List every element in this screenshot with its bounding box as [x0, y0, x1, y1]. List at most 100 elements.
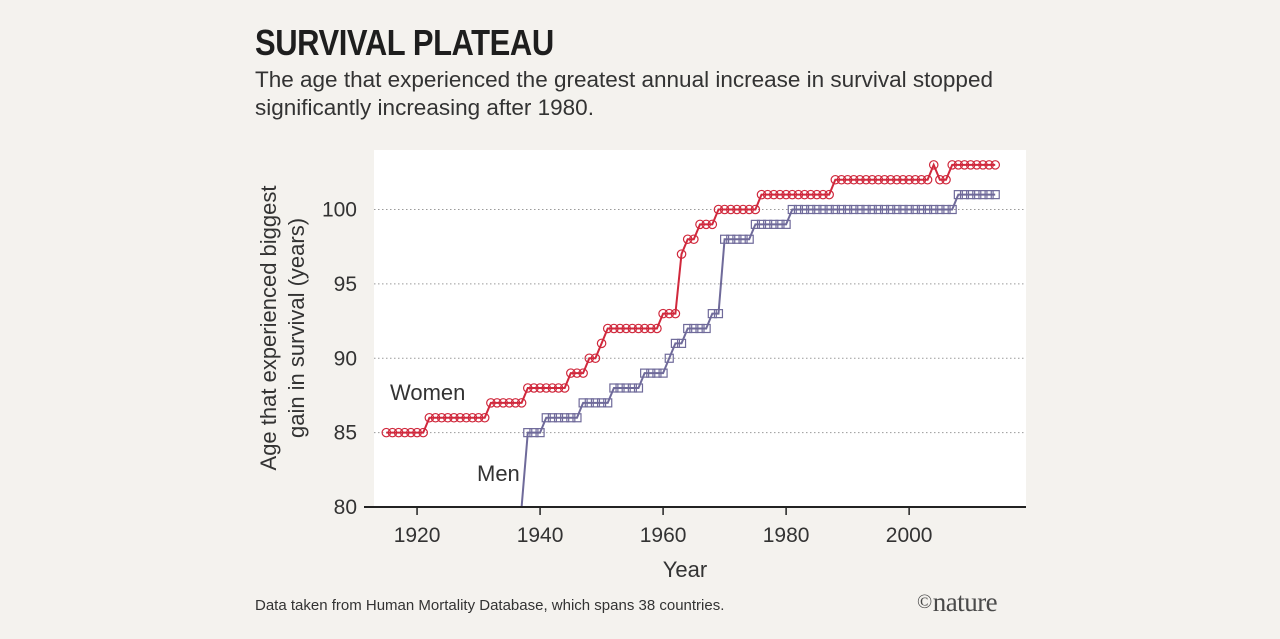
- women-point: [596, 338, 607, 349]
- women-point: [387, 427, 398, 438]
- logo-wordmark: nature: [932, 587, 998, 617]
- women-point: [566, 368, 576, 378]
- y-axis-label-line-1: Age that experienced biggest: [256, 186, 281, 471]
- women-point: [898, 174, 908, 185]
- women-point: [492, 398, 502, 408]
- women-point: [670, 308, 681, 319]
- men-point: [947, 204, 957, 215]
- men-point: [990, 190, 1000, 200]
- x-tick-label-1980: 1980: [763, 524, 810, 547]
- men-point: [535, 428, 545, 438]
- men-point: [861, 204, 871, 215]
- men-point: [720, 234, 730, 244]
- y-tick-label-85: 85: [334, 422, 357, 445]
- men-point: [695, 323, 705, 334]
- women-point: [916, 174, 927, 185]
- men-series-annotation: Men: [477, 461, 520, 486]
- women-point: [978, 160, 988, 170]
- women-point: [732, 204, 742, 215]
- women-point: [510, 398, 521, 408]
- men-point: [689, 323, 699, 334]
- men-point: [640, 368, 650, 378]
- men-point: [879, 204, 890, 215]
- men-point: [756, 219, 767, 229]
- women-point: [719, 204, 730, 215]
- women-point: [516, 398, 527, 408]
- women-point: [701, 219, 711, 230]
- women-point: [861, 174, 871, 185]
- women-point: [572, 368, 582, 378]
- men-point: [922, 204, 933, 215]
- y-tick-label-90: 90: [334, 347, 357, 370]
- women-point: [455, 412, 465, 423]
- x-axis-label: Year: [663, 557, 707, 582]
- y-axis-ticks: 80 85 90 95 100: [322, 199, 357, 520]
- men-point: [972, 190, 982, 200]
- men-point: [726, 234, 736, 244]
- men-point: [670, 338, 680, 348]
- women-point: [824, 189, 834, 200]
- women-point: [393, 427, 404, 438]
- women-point: [639, 323, 650, 334]
- men-point: [966, 190, 976, 200]
- men-point: [886, 204, 896, 215]
- men-point: [818, 204, 828, 215]
- men-point: [676, 338, 687, 348]
- men-point: [652, 368, 662, 378]
- women-point: [473, 412, 484, 423]
- men-point: [707, 309, 717, 319]
- women-point: [498, 398, 508, 408]
- men-point: [929, 204, 939, 215]
- men-series: [520, 190, 1000, 508]
- x-tick-label-1920: 1920: [394, 524, 441, 547]
- men-point: [560, 413, 570, 423]
- chart-subtitle: The age that experienced the greatest an…: [255, 67, 993, 120]
- women-point: [522, 383, 533, 393]
- men-point: [867, 204, 877, 215]
- x-tick-label-1940: 1940: [517, 524, 564, 547]
- women-point: [799, 189, 810, 200]
- women-point: [781, 189, 791, 200]
- men-point: [935, 204, 945, 215]
- women-point: [664, 308, 675, 319]
- men-point: [646, 368, 656, 378]
- men-point: [849, 204, 859, 215]
- women-point: [529, 383, 539, 393]
- y-tick-label-100: 100: [322, 199, 357, 222]
- women-point: [873, 174, 884, 185]
- women-point: [941, 174, 951, 185]
- men-point: [978, 190, 988, 200]
- men-point: [904, 204, 914, 215]
- women-point: [793, 189, 804, 200]
- women-point: [578, 368, 588, 378]
- men-point: [941, 204, 951, 215]
- men-point: [744, 234, 754, 244]
- men-point: [603, 398, 613, 408]
- women-point: [399, 427, 410, 438]
- men-point: [836, 204, 847, 215]
- men-point: [799, 204, 810, 215]
- women-point: [947, 160, 957, 170]
- women-point: [658, 308, 668, 319]
- men-point: [769, 219, 779, 229]
- men-point: [898, 204, 908, 215]
- women-point: [953, 160, 964, 170]
- women-point: [836, 174, 847, 185]
- women-point: [848, 174, 859, 185]
- men-point: [566, 413, 576, 423]
- women-point: [535, 383, 545, 393]
- women-point: [738, 204, 748, 215]
- women-point: [430, 412, 441, 423]
- men-point: [572, 413, 582, 423]
- men-point: [830, 204, 840, 215]
- women-point: [412, 427, 422, 438]
- men-point: [984, 190, 994, 200]
- men-point: [578, 398, 588, 408]
- men-point: [793, 204, 804, 215]
- women-point: [449, 412, 459, 423]
- women-point: [818, 189, 828, 200]
- men-line: [520, 193, 996, 508]
- women-point: [682, 234, 693, 245]
- women-point: [904, 174, 914, 185]
- women-point: [959, 160, 970, 170]
